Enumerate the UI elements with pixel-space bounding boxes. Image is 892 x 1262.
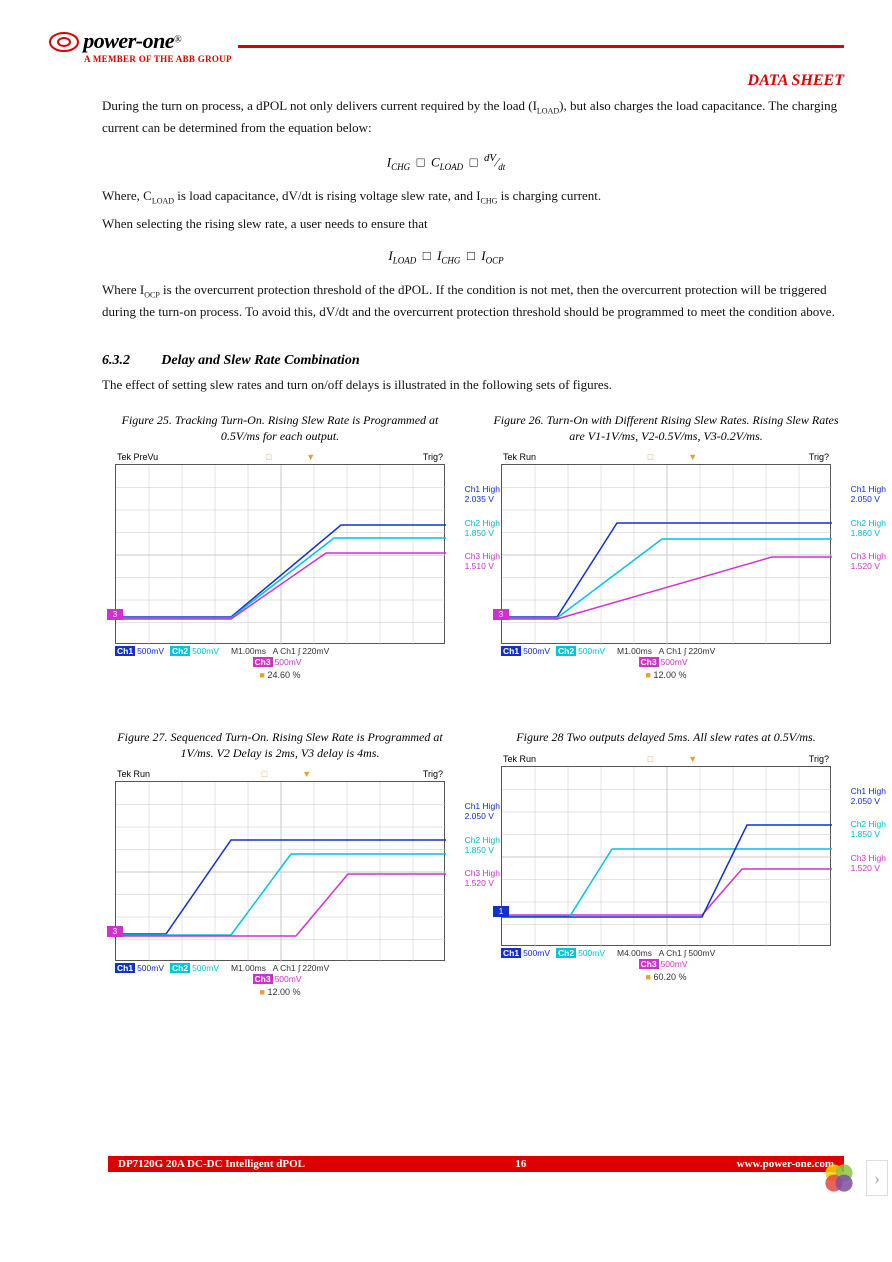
channel-marker: 3: [107, 609, 123, 620]
paragraph-4: Where IOCP is the overcurrent protection…: [102, 280, 844, 322]
channel-marker: 3: [493, 609, 509, 620]
scope-trig-label: Trig?: [809, 754, 829, 764]
scope-footer: Ch1500mVCh2500mVM4.00ms A Ch1 ʃ 500mVCh3…: [501, 948, 831, 969]
page-header: power-one® A MEMBER OF THE ABB GROUP: [48, 28, 844, 64]
oscilloscope-view: Tek Run □ ▼ Trig? Ch1 High2.050 VCh2 High1.…: [501, 450, 831, 680]
footer-right: www.power-one.com: [737, 1158, 834, 1170]
scope-trigger-marker: □ ▼: [262, 769, 311, 779]
figure-27: Figure 27. Sequenced Turn-On. Rising Sle…: [102, 730, 458, 997]
scope-readouts: Ch1 High2.050 V Ch2 High1.850 V Ch3 High1.…: [851, 787, 886, 874]
paragraph-3: When selecting the rising slew rate, a u…: [102, 214, 844, 234]
scope-percent: ■ 12.00 %: [501, 670, 831, 680]
scope-trig-label: Trig?: [423, 452, 443, 462]
scope-mode: Tek PreVu: [117, 452, 158, 462]
doc-label: DATA SHEET: [48, 72, 844, 90]
flower-icon: [822, 1161, 856, 1195]
scope-readout-ch2: Ch2 High1.850 V: [465, 836, 500, 856]
footer-bar: DP7120G 20A DC-DC Intelligent dPOL 16 ww…: [108, 1156, 844, 1172]
header-rule: [238, 45, 844, 48]
scope-readout-ch2: Ch2 High1.850 V: [851, 820, 886, 840]
scope-footer: Ch1500mVCh2500mVM1.00ms A Ch1 ʃ 220mVCh3…: [115, 963, 445, 984]
footer-page: 16: [515, 1158, 526, 1170]
scope-readout-ch1: Ch1 High2.050 V: [851, 485, 886, 505]
figure-28: Figure 28 Two outputs delayed 5ms. All s…: [488, 730, 844, 997]
equation-1: ICHG □ CLOAD □ dV⁄dt: [48, 152, 844, 172]
figure-caption: Figure 25. Tracking Turn-On. Rising Slew…: [102, 413, 458, 444]
scope-mode: Tek Run: [503, 754, 536, 764]
scope-readout-ch3: Ch3 High1.510 V: [465, 552, 500, 572]
scope-trig-label: Trig?: [809, 452, 829, 462]
scope-plot: Ch1 High2.050 VCh2 High1.850 VCh3 High1.…: [501, 766, 831, 946]
scope-readout-ch2: Ch2 High1.860 V: [851, 519, 886, 539]
pager: ›: [822, 1160, 888, 1196]
scope-plot: Ch1 High2.035 VCh2 High1.850 VCh3 High1.…: [115, 464, 445, 644]
scope-readout-ch1: Ch1 High2.050 V: [465, 802, 500, 822]
logo-subtitle: A MEMBER OF THE ABB GROUP: [84, 54, 248, 64]
scope-readout-ch3: Ch3 High1.520 V: [851, 854, 886, 874]
oscilloscope-view: Tek Run □ ▼ Trig? Ch1 High2.050 VCh2 High1.…: [115, 767, 445, 997]
section-heading: 6.3.2 Delay and Slew Rate Combination: [102, 352, 844, 369]
next-page-button[interactable]: ›: [866, 1160, 888, 1196]
scope-mode: Tek Run: [503, 452, 536, 462]
scope-readout-ch3: Ch3 High1.520 V: [851, 552, 886, 572]
section-title: Delay and Slew Rate Combination: [161, 353, 359, 368]
scope-trigger-marker: □ ▼: [266, 452, 315, 462]
section-number: 6.3.2: [102, 353, 130, 368]
section-intro: The effect of setting slew rates and tur…: [102, 375, 844, 395]
scope-plot: Ch1 High2.050 VCh2 High1.860 VCh3 High1.…: [501, 464, 831, 644]
paragraph-1: During the turn on process, a dPOL not o…: [102, 96, 844, 138]
figures-grid: Figure 25. Tracking Turn-On. Rising Slew…: [102, 413, 844, 997]
scope-trigger-marker: □ ▼: [648, 754, 697, 764]
scope-percent: ■ 12.00 %: [115, 987, 445, 997]
scope-readouts: Ch1 High2.035 V Ch2 High1.850 V Ch3 High1.…: [465, 485, 500, 572]
scope-percent: ■ 60.20 %: [501, 972, 831, 982]
scope-percent: ■ 24.60 %: [115, 670, 445, 680]
scope-mode: Tek Run: [117, 769, 150, 779]
scope-readouts: Ch1 High2.050 V Ch2 High1.860 V Ch3 High1.…: [851, 485, 886, 572]
scope-plot: Ch1 High2.050 VCh2 High1.850 VCh3 High1.…: [115, 781, 445, 961]
figure-caption: Figure 26. Turn-On with Different Rising…: [488, 413, 844, 444]
figure-26: Figure 26. Turn-On with Different Rising…: [488, 413, 844, 680]
scope-readouts: Ch1 High2.050 V Ch2 High1.850 V Ch3 High1.…: [465, 802, 500, 889]
logo-text: power-one: [83, 28, 174, 53]
figure-caption: Figure 28 Two outputs delayed 5ms. All s…: [488, 730, 844, 746]
figure-25: Figure 25. Tracking Turn-On. Rising Slew…: [102, 413, 458, 680]
scope-readout-ch3: Ch3 High1.520 V: [465, 869, 500, 889]
scope-trigger-marker: □ ▼: [648, 452, 697, 462]
paragraph-2: Where, CLOAD is load capacitance, dV/dt …: [102, 186, 844, 208]
oscilloscope-view: Tek PreVu □ ▼ Trig? Ch1 High2.035 VCh2 High…: [115, 450, 445, 680]
footer-left: DP7120G 20A DC-DC Intelligent dPOL: [118, 1158, 305, 1170]
figure-caption: Figure 27. Sequenced Turn-On. Rising Sle…: [102, 730, 458, 761]
oscilloscope-view: Tek Run □ ▼ Trig? Ch1 High2.050 VCh2 High1.…: [501, 752, 831, 982]
logo-icon: [48, 32, 80, 52]
scope-footer: Ch1500mVCh2500mVM1.00ms A Ch1 ʃ 220mVCh3…: [115, 646, 445, 667]
logo: power-one® A MEMBER OF THE ABB GROUP: [48, 28, 248, 64]
scope-readout-ch1: Ch1 High2.035 V: [465, 485, 500, 505]
equation-2: ILOAD □ ICHG □ IOCP: [48, 248, 844, 266]
scope-readout-ch1: Ch1 High2.050 V: [851, 787, 886, 807]
scope-footer: Ch1500mVCh2500mVM1.00ms A Ch1 ʃ 220mVCh3…: [501, 646, 831, 667]
channel-marker: 3: [107, 926, 123, 937]
scope-readout-ch2: Ch2 High1.850 V: [465, 519, 500, 539]
channel-marker: 1: [493, 906, 509, 917]
scope-trig-label: Trig?: [423, 769, 443, 779]
